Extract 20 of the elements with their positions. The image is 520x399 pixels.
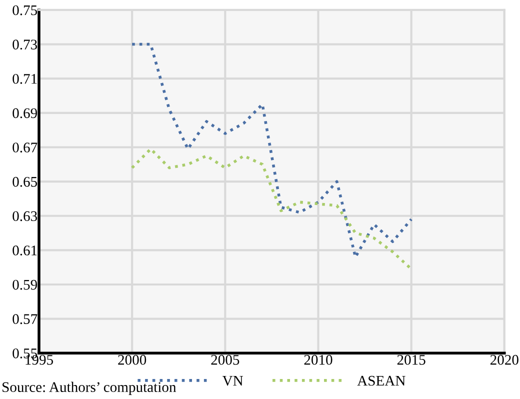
y-tick-label: 0.65 — [12, 176, 38, 187]
source-note: Source: Authors’ computation — [2, 382, 176, 396]
x-tick-label: 2000 — [118, 354, 146, 365]
x-tick-label: 2010 — [304, 354, 332, 365]
y-tick-label: 0.75 — [12, 5, 38, 16]
x-tick-label: 2005 — [211, 354, 240, 365]
legend-label: ASEAN — [357, 376, 406, 386]
line-series — [130, 42, 413, 258]
line-series — [130, 148, 413, 270]
y-tick-label: 0.73 — [12, 40, 38, 50]
y-tick-label: 0.63 — [12, 211, 38, 222]
legend-label: VN — [222, 376, 244, 386]
y-tick-label: 0.67 — [12, 142, 38, 152]
y-tick-label: 0.59 — [12, 280, 38, 290]
x-tick-label: 2020 — [490, 354, 518, 365]
y-tick-label: 0.57 — [12, 314, 38, 324]
y-tick-label: 0.69 — [12, 108, 38, 118]
x-tick-label: 2015 — [397, 354, 426, 365]
y-tick-label: 0.61 — [12, 246, 37, 256]
y-tick-label: 0.71 — [12, 74, 37, 84]
